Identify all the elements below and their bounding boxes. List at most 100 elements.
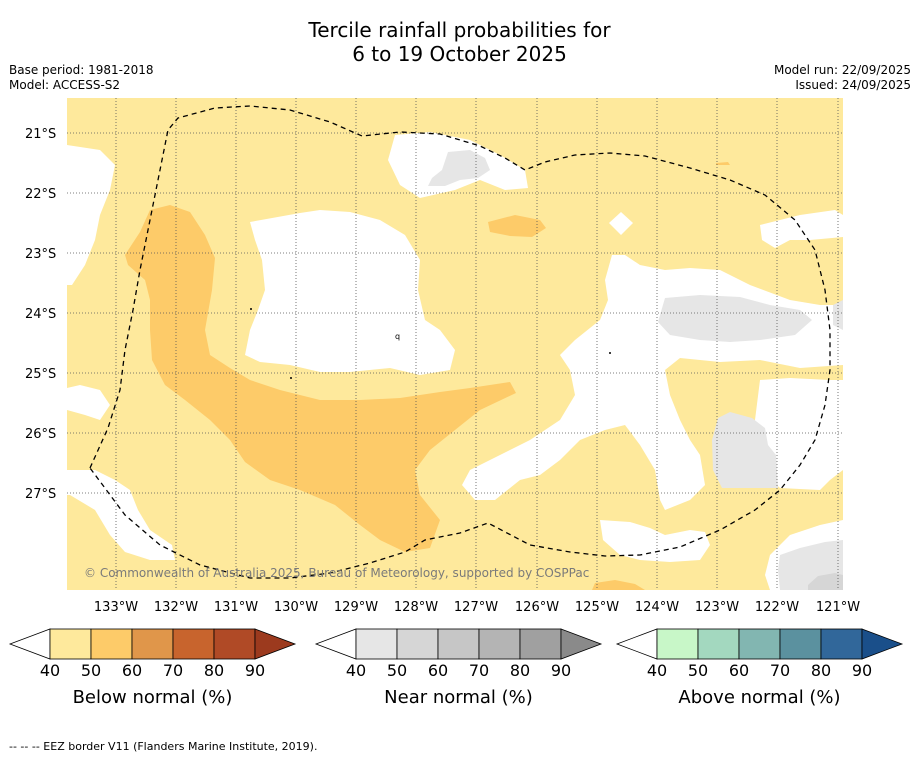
colorbar-above: 40 50 60 70 80 90 Above normal (%) xyxy=(615,628,904,708)
white-region-diamond xyxy=(609,212,633,235)
colorbar-below-segment xyxy=(131,628,174,660)
colorbar-below-tick: 70 xyxy=(163,661,183,680)
colorbar-near-tick: 60 xyxy=(428,661,448,680)
lon-label-126: 126°W xyxy=(515,600,559,615)
white-region-west-bottom xyxy=(67,470,175,560)
colorbar-near-tick: 80 xyxy=(510,661,530,680)
marker-dot-3 xyxy=(609,352,611,354)
lon-label-133: 133°W xyxy=(94,600,138,615)
latitude-labels: 21°S 22°S 23°S 24°S 25°S 26°S 27°S xyxy=(25,127,56,502)
marker-dot-2 xyxy=(290,377,292,379)
white-region-east-mid xyxy=(755,378,843,490)
lon-label-132: 132°W xyxy=(154,600,198,615)
meta-left: Base period: 1981-2018 Model: ACCESS-S2 xyxy=(9,63,154,93)
near-normal-regions xyxy=(428,150,843,590)
colorbar-above-segment xyxy=(779,628,822,660)
lat-label-23: 23°S xyxy=(25,247,56,262)
gray-region-southeast-light xyxy=(808,573,843,590)
colorbar-near-segment xyxy=(437,628,480,660)
orange-region-main xyxy=(125,205,516,552)
gray-region-east-band xyxy=(658,295,812,342)
colorbar-below: 40 50 60 70 80 90 Below normal (%) xyxy=(8,628,297,708)
colorbar-above-tick: 90 xyxy=(852,661,872,680)
colorbar-near-segment xyxy=(519,628,562,660)
lat-label-27: 27°S xyxy=(25,487,56,502)
eez-border xyxy=(89,105,831,579)
lon-label-127: 127°W xyxy=(454,600,498,615)
map-title: Tercile rainfall probabilities for 6 to … xyxy=(0,18,919,66)
colorbar-above-tick: 40 xyxy=(647,661,667,680)
colorbar-near-label: Near normal (%) xyxy=(384,687,533,708)
colorbar-near-min-extend xyxy=(314,628,357,660)
colorbar-above-segment xyxy=(697,628,740,660)
marker-dot-1 xyxy=(250,308,252,310)
small-markings: q xyxy=(250,308,611,379)
orange-region-south xyxy=(592,580,645,590)
copyright-text: © Commonwealth of Australia 2025, Bureau… xyxy=(84,566,589,580)
issued-date: Issued: 24/09/2025 xyxy=(795,78,911,92)
white-region-west-mid xyxy=(67,385,110,420)
lon-label-125: 125°W xyxy=(575,600,619,615)
colorbar-below-tick: 90 xyxy=(245,661,265,680)
colorbar-near: 40 50 60 70 80 90 Near normal (%) xyxy=(314,628,603,708)
colorbar-near-tick: 70 xyxy=(469,661,489,680)
colorbar-below-tick: 60 xyxy=(122,661,142,680)
lon-label-123: 123°W xyxy=(695,600,739,615)
lat-label-24: 24°S xyxy=(25,307,56,322)
colorbar-below-segment xyxy=(213,628,256,660)
white-region-west-top xyxy=(67,145,115,285)
orange-region-north xyxy=(488,215,546,237)
lon-label-124: 124°W xyxy=(635,600,679,615)
lon-label-121: 121°W xyxy=(816,600,860,615)
title-line-1: Tercile rainfall probabilities for xyxy=(308,18,611,42)
colorbar-near-max-extend xyxy=(560,628,603,660)
lat-label-25: 25°S xyxy=(25,367,56,382)
lat-label-21: 21°S xyxy=(25,127,56,142)
lat-label-22: 22°S xyxy=(25,187,56,202)
colorbar-below-segment xyxy=(90,628,133,660)
gray-region-north xyxy=(428,150,490,186)
colorbar-below-tick: 40 xyxy=(40,661,60,680)
colorbar-above-tick: 70 xyxy=(770,661,790,680)
colorbar-below-max-extend xyxy=(254,628,297,660)
gray-region-east-box xyxy=(712,412,778,488)
colorbar-above-segment xyxy=(820,628,863,660)
colorbar-above-label: Above normal (%) xyxy=(678,687,840,708)
lon-label-129: 129°W xyxy=(334,600,378,615)
model-name: Model: ACCESS-S2 xyxy=(9,78,121,92)
title-line-2: 6 to 19 October 2025 xyxy=(352,42,567,66)
below-normal-50-regions xyxy=(125,162,730,590)
base-period: Base period: 1981-2018 xyxy=(9,63,154,77)
colorbar-near-segment xyxy=(478,628,521,660)
lon-label-122: 122°W xyxy=(755,600,799,615)
gridlines xyxy=(67,98,843,590)
colorbar-near-tick: 90 xyxy=(551,661,571,680)
eez-legend-footer: -- -- -- EEZ border V11 (Flanders Marine… xyxy=(9,740,318,753)
longitude-labels: 133°W 132°W 131°W 130°W 129°W 128°W 127°… xyxy=(94,600,860,615)
lon-label-131: 131°W xyxy=(214,600,258,615)
orange-region-dot xyxy=(716,162,730,165)
colorbar-above-segment xyxy=(656,628,699,660)
colorbar-below-segment xyxy=(172,628,215,660)
model-run: Model run: 22/09/2025 xyxy=(773,63,911,77)
colorbar-above-segment xyxy=(738,628,781,660)
colorbar-above-tick: 60 xyxy=(729,661,749,680)
colorbar-below-label: Below normal (%) xyxy=(73,687,233,708)
white-region-east-top xyxy=(760,210,843,248)
white-region-central xyxy=(245,210,455,375)
colorbar-above-max-extend xyxy=(861,628,904,660)
white-region-south xyxy=(600,520,710,562)
marker-q: q xyxy=(395,332,400,341)
colorbar-above-tick: 50 xyxy=(688,661,708,680)
colorbar-near-segment xyxy=(355,628,398,660)
lon-label-130: 130°W xyxy=(274,600,318,615)
colorbar-below-min-extend xyxy=(8,628,51,660)
colorbar-below-tick: 50 xyxy=(81,661,101,680)
colorbars: 40 50 60 70 80 90 Below normal (%) 40 50 60 70 80 90… xyxy=(8,628,904,708)
lon-label-128: 128°W xyxy=(394,600,438,615)
colorbar-near-tick: 40 xyxy=(346,661,366,680)
colorbar-above-min-extend xyxy=(615,628,658,660)
colorbar-near-segment xyxy=(396,628,439,660)
colorbar-above-tick: 80 xyxy=(811,661,831,680)
